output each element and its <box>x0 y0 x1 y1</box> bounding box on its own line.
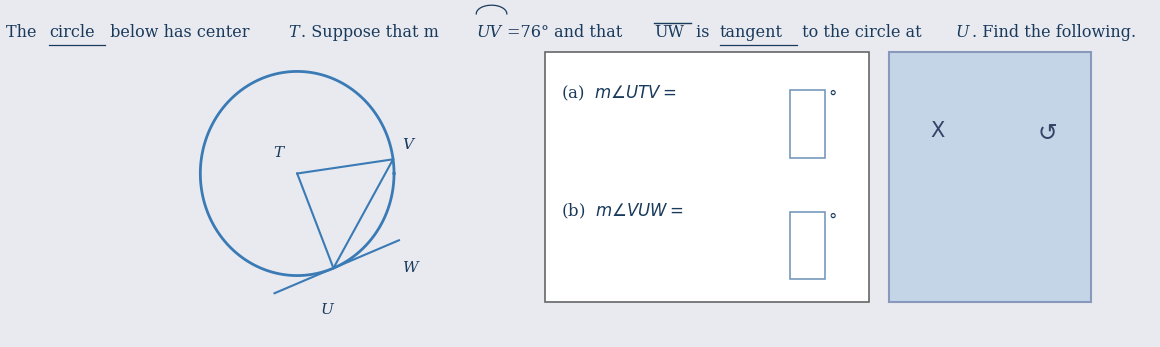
Text: =76° and that: =76° and that <box>507 24 628 41</box>
Text: T: T <box>288 24 299 41</box>
FancyBboxPatch shape <box>790 212 826 279</box>
Text: is: is <box>691 24 715 41</box>
Text: ↺: ↺ <box>1038 121 1058 145</box>
Text: X: X <box>930 121 945 142</box>
Text: °: ° <box>828 88 838 107</box>
Text: W: W <box>404 261 419 275</box>
Text: to the circle at: to the circle at <box>797 24 927 41</box>
Text: V: V <box>401 138 413 152</box>
Text: UW: UW <box>654 24 684 41</box>
FancyBboxPatch shape <box>545 52 870 302</box>
FancyBboxPatch shape <box>890 52 1090 302</box>
Text: °: ° <box>828 212 838 230</box>
Text: T: T <box>273 146 283 160</box>
Text: circle: circle <box>49 24 95 41</box>
Text: tangent: tangent <box>720 24 783 41</box>
Text: below has center: below has center <box>104 24 254 41</box>
Text: . Suppose that m: . Suppose that m <box>302 24 444 41</box>
Text: . Find the following.: . Find the following. <box>972 24 1137 41</box>
FancyBboxPatch shape <box>790 90 826 158</box>
Text: (b)  $m\angle VUW=$: (b) $m\angle VUW=$ <box>561 201 684 220</box>
Text: U: U <box>956 24 970 41</box>
Text: (a)  $m\angle UTV=$: (a) $m\angle UTV=$ <box>561 83 677 102</box>
Text: UV: UV <box>477 24 501 41</box>
Text: U: U <box>320 303 333 317</box>
Text: The: The <box>6 24 41 41</box>
